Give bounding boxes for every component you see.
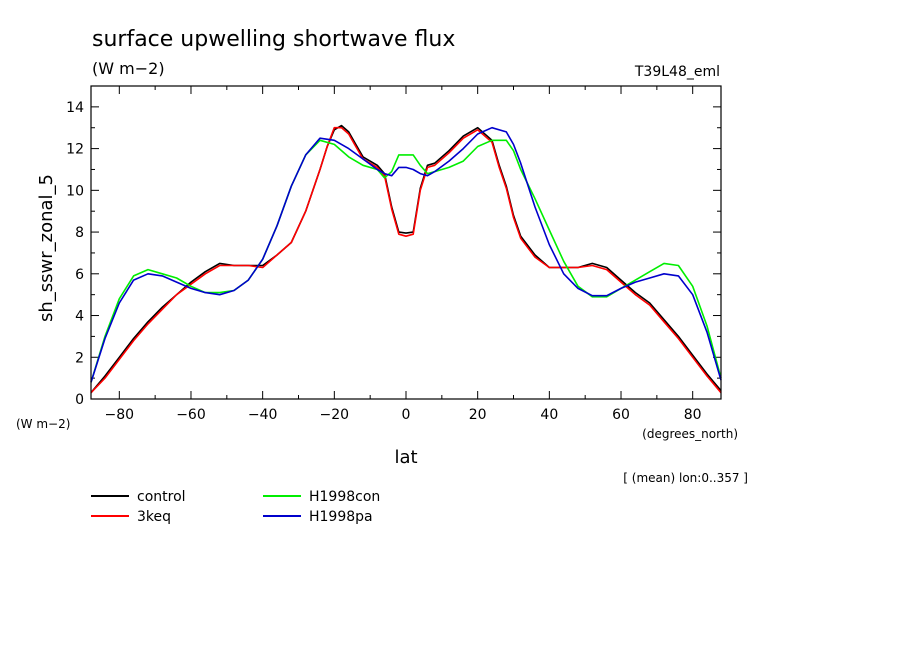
x-tick-label: 0 [402,407,411,423]
x-tick-label: −40 [248,407,278,423]
x-axis-label: lat [394,447,417,468]
y-axis-label: sh_sswr_zonal_5 [36,174,57,322]
title-units: (W m−2) [92,59,165,78]
series-line-h1998con [90,139,722,383]
y-tick-label: 6 [75,267,84,283]
legend-label: control [137,489,186,505]
series-lines [90,124,722,394]
x-tick-label: 40 [540,407,558,423]
y-axis-units: (W m−2) [16,417,70,431]
y-tick-label: 12 [66,142,84,158]
legend: control 3keq H1998con H1998pa [91,489,380,525]
x-tick-label: −20 [320,407,350,423]
subset-note: [ (mean) lon:0..357 ] [623,471,748,485]
x-tick-label: 20 [469,407,487,423]
x-tick-label: −80 [105,407,135,423]
y-tick-label: 0 [75,392,84,408]
y-tick-label: 4 [75,309,84,325]
series-line-h1998pa [90,126,722,383]
legend-label: H1998con [309,489,380,505]
legend-label: 3keq [137,509,171,525]
x-axis-units: (degrees_north) [642,427,738,441]
chart-title: surface upwelling shortwave flux [92,27,455,52]
x-tick-label: −60 [176,407,206,423]
run-label: T39L48_eml [634,64,720,80]
y-tick-label: 2 [75,350,84,366]
series-line-control [90,124,722,394]
axis-ticks: −80 −60 −40 −20 0 20 40 60 80 0 2 4 6 8 10 12 14 [66,85,721,423]
x-tick-label: 60 [612,407,630,423]
x-tick-label: 80 [684,407,702,423]
series-line-3keq [90,126,722,394]
y-tick-label: 14 [66,100,84,116]
legend-label: H1998pa [309,509,373,525]
y-tick-label: 10 [66,183,84,199]
y-tick-label: 8 [75,225,84,241]
plot-frame [90,85,722,400]
